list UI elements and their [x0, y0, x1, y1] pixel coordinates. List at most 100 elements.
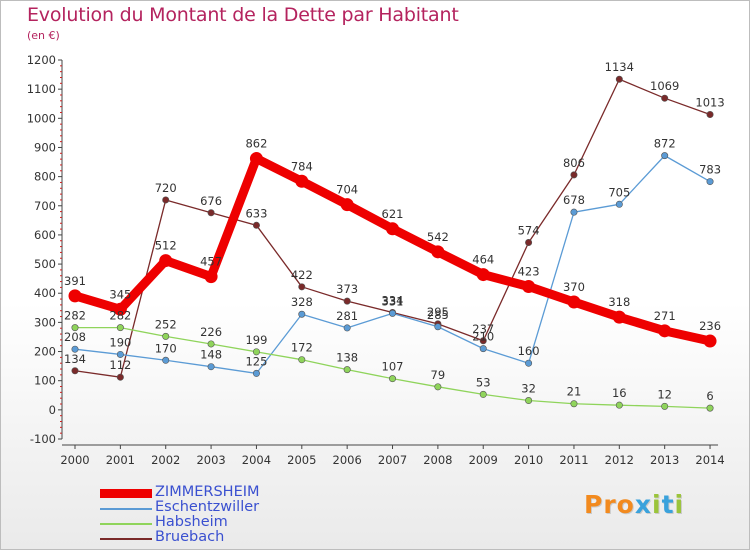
data-label: 107	[382, 360, 404, 374]
data-label: 199	[245, 333, 267, 347]
data-point	[570, 208, 578, 216]
x-tick-label: 2007	[378, 453, 407, 467]
data-label: 370	[563, 280, 585, 294]
logo-letter: t	[661, 490, 675, 519]
data-point	[207, 340, 215, 348]
x-tick-label: 2008	[423, 453, 452, 467]
data-label: 79	[431, 368, 446, 382]
legend-label: Habsheim	[155, 514, 228, 530]
data-point	[522, 280, 536, 294]
data-point	[249, 152, 263, 166]
data-point	[434, 323, 442, 331]
x-tick-label: 2010	[514, 453, 543, 467]
data-label: 190	[109, 335, 131, 349]
data-point	[252, 348, 260, 356]
data-point	[479, 345, 487, 353]
logo-letter: P	[584, 490, 604, 519]
data-label: 12	[657, 387, 672, 401]
data-point	[159, 254, 173, 268]
data-point	[434, 383, 442, 391]
data-point	[476, 268, 490, 282]
y-tick-label: 900	[34, 140, 56, 154]
data-point	[661, 402, 669, 410]
data-label: 1069	[650, 79, 679, 93]
legend-swatch	[100, 508, 152, 510]
data-point	[207, 363, 215, 371]
data-label: 236	[699, 319, 721, 333]
data-point	[703, 334, 717, 348]
data-point	[340, 198, 354, 212]
y-tick-label: -100	[30, 432, 56, 446]
y-tick-label: 1000	[27, 111, 56, 125]
x-tick-label: 2012	[605, 453, 634, 467]
proxiti-logo: Proxiti	[584, 490, 684, 519]
data-label: 542	[427, 230, 449, 244]
data-label: 784	[291, 159, 313, 173]
data-point	[162, 196, 170, 204]
logo-letter: i	[674, 490, 685, 519]
x-tick-label: 2004	[242, 453, 271, 467]
x-tick-label: 2013	[650, 453, 679, 467]
data-label: 621	[382, 207, 404, 221]
data-point	[525, 239, 533, 247]
data-point	[389, 309, 397, 317]
data-label: 148	[200, 348, 222, 362]
x-tick-label: 2005	[287, 453, 316, 467]
y-tick-label: 1200	[27, 53, 56, 67]
data-point	[567, 295, 581, 309]
data-label: 282	[109, 309, 131, 323]
data-label: 423	[518, 265, 540, 279]
data-label: 422	[291, 268, 313, 282]
data-label: 282	[64, 309, 86, 323]
data-point	[479, 390, 487, 398]
logo-letter: r	[603, 490, 617, 519]
data-label: 334	[382, 293, 404, 307]
data-point	[431, 245, 445, 259]
data-point	[389, 375, 397, 383]
data-label: 464	[472, 253, 494, 267]
data-point	[343, 297, 351, 305]
chart-series-lines	[68, 75, 717, 412]
x-tick-label: 2003	[196, 453, 225, 467]
legend-swatch	[100, 538, 152, 540]
data-point	[207, 209, 215, 217]
logo-letter: i	[652, 490, 662, 519]
legend-label: Eschentzwiller	[155, 499, 260, 515]
data-label: 134	[64, 352, 86, 366]
legend-label: Bruebach	[155, 529, 225, 545]
data-point	[661, 152, 669, 160]
chart-data-labels: 3913455124578627847046215424644233703182…	[64, 60, 725, 403]
data-label: 720	[155, 181, 177, 195]
data-label: 252	[155, 317, 177, 331]
y-tick-label: 0	[49, 403, 56, 417]
y-tick-label: 100	[34, 374, 56, 388]
data-point	[71, 345, 79, 353]
x-tick-label: 2002	[151, 453, 180, 467]
data-label: 705	[608, 185, 630, 199]
data-point	[525, 359, 533, 367]
data-point	[116, 324, 124, 332]
data-point	[570, 171, 578, 179]
legend-label: ZIMMERSHEIM	[155, 484, 260, 500]
data-point	[298, 356, 306, 364]
legend-swatch	[100, 489, 152, 498]
x-tick-label: 2011	[559, 453, 588, 467]
data-label: 574	[518, 224, 540, 238]
data-label: 1013	[695, 96, 724, 110]
data-label: 6	[706, 389, 713, 403]
data-label: 373	[336, 282, 358, 296]
data-label: 53	[476, 375, 491, 389]
chart-title: Evolution du Montant de la Dette par Hab…	[27, 4, 459, 26]
y-tick-label: 600	[34, 228, 56, 242]
data-label: 328	[291, 295, 313, 309]
data-point	[658, 324, 672, 338]
x-tick-label: 2006	[333, 453, 362, 467]
data-point	[116, 350, 124, 358]
data-label: 391	[64, 274, 86, 288]
x-tick-label: 2009	[469, 453, 498, 467]
data-point	[706, 404, 714, 412]
data-label: 210	[472, 330, 494, 344]
data-label: 112	[109, 358, 131, 372]
data-label: 271	[654, 309, 676, 323]
data-point	[295, 174, 309, 188]
